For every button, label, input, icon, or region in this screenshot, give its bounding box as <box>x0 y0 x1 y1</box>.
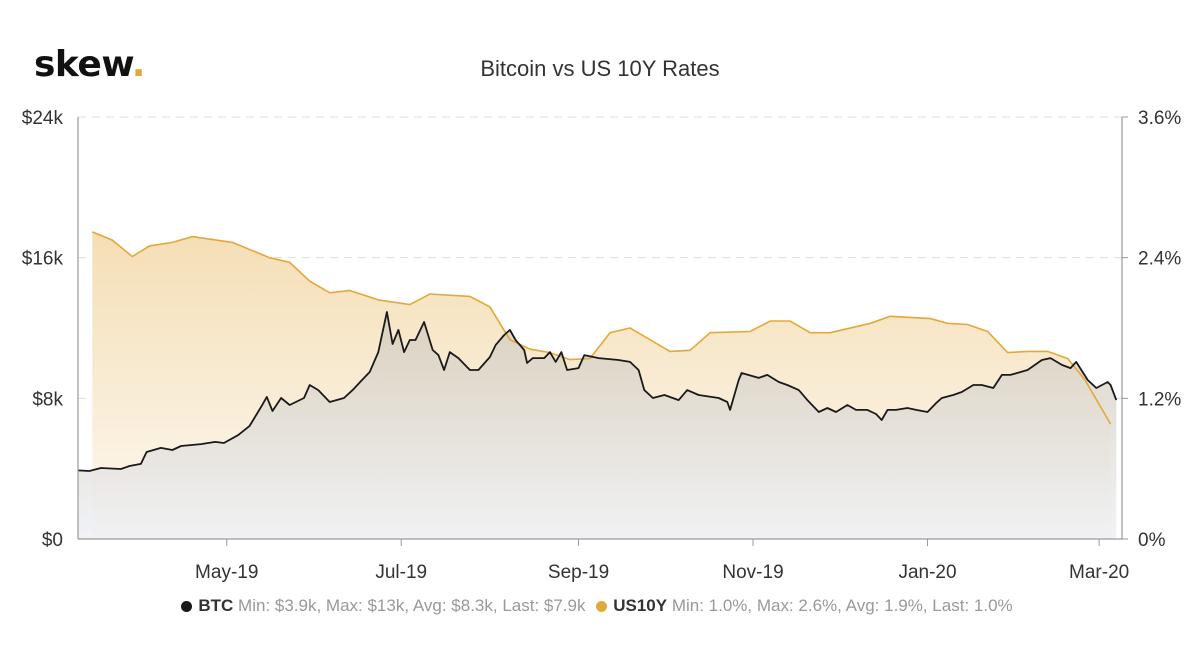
y-left-tick-label: $24k <box>22 108 64 129</box>
btc-legend-name: BTC <box>198 596 234 615</box>
logo-text: skew <box>34 44 132 85</box>
legend-item-btc[interactable]: BTC Min: $3.9k, Max: $13k, Avg: $8.3k, L… <box>181 596 585 615</box>
us10y-legend-marker <box>596 601 608 613</box>
y-right-tick-label: 1.2% <box>1138 389 1181 410</box>
y-right-tick-label: 3.6% <box>1138 108 1181 129</box>
legend-item-us10y[interactable]: US10Y Min: 1.0%, Max: 2.6%, Avg: 1.9%, L… <box>596 596 1013 615</box>
x-tick-label: Mar-20 <box>1069 562 1129 583</box>
y-right-tick-label: 2.4% <box>1138 249 1181 270</box>
x-tick-label: Sep-19 <box>548 562 609 583</box>
us10y-legend-stats: Min: 1.0%, Max: 2.6%, Avg: 1.9%, Last: 1… <box>671 596 1013 615</box>
x-tick-label: Jan-20 <box>898 562 956 583</box>
x-tick-label: Nov-19 <box>722 562 783 583</box>
chart-title-text: Bitcoin vs US 10Y Rates <box>480 56 720 81</box>
skew-logo: skew. <box>34 44 145 85</box>
us10y-line <box>91 231 1112 425</box>
y-right-tick-label: 0% <box>1138 530 1166 551</box>
y-left-tick-label: $8k <box>32 389 63 410</box>
logo-dot: . <box>131 44 146 85</box>
btc-legend-marker <box>181 601 193 613</box>
legend: BTC Min: $3.9k, Max: $13k, Avg: $8.3k, L… <box>0 596 1200 616</box>
btc-area <box>78 312 1117 539</box>
chart-title: Bitcoin vs US 10Y Rates <box>0 56 1200 82</box>
x-tick-label: Jul-19 <box>375 562 427 583</box>
y-left-tick-label: $0 <box>42 530 63 551</box>
us10y-legend-name: US10Y <box>613 596 668 615</box>
btc-line <box>77 311 1118 472</box>
btc-legend-stats: Min: $3.9k, Max: $13k, Avg: $8.3k, Last:… <box>238 596 586 615</box>
y-left-tick-label: $16k <box>22 249 64 270</box>
x-tick-label: May-19 <box>195 562 258 583</box>
